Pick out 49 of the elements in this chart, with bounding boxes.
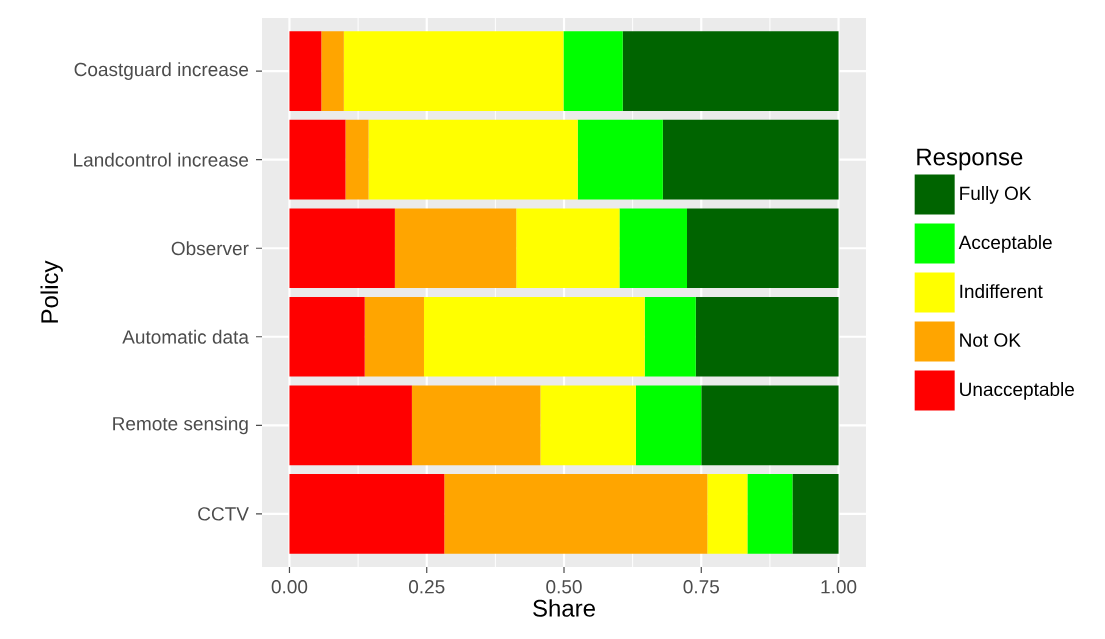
x-axis-title: Share	[533, 599, 595, 617]
bar	[368, 119, 578, 200]
y-tick-label: Observer	[171, 241, 249, 256]
legend-label: Acceptable	[958, 235, 1052, 253]
bar	[516, 208, 620, 289]
x-tick-label: 0.00	[271, 580, 308, 594]
y-tick-label: Coastguard increase	[74, 62, 249, 80]
bar	[289, 31, 322, 111]
bar	[343, 31, 564, 111]
x-tick-label: 0.75	[683, 580, 719, 594]
bar	[444, 474, 708, 554]
bar	[423, 296, 645, 377]
bar	[635, 385, 702, 466]
bar	[394, 208, 517, 289]
bar	[289, 474, 445, 554]
bar	[747, 474, 793, 554]
bar	[619, 208, 687, 289]
y-tick-label: Landcontrol increase	[74, 152, 249, 167]
bar	[577, 119, 663, 200]
legend-label: Unacceptable	[960, 382, 1074, 400]
bar	[540, 385, 636, 466]
bar	[345, 119, 369, 200]
bar	[321, 31, 344, 111]
bar	[289, 296, 365, 377]
y-tick-label: CCTV	[198, 507, 249, 521]
bar	[701, 385, 839, 466]
bar	[687, 208, 839, 289]
y-tick-label: Remote sensing	[113, 416, 248, 435]
bar	[695, 296, 839, 377]
legend-label: Indifferent	[960, 284, 1043, 299]
y-axis-title: Policy	[40, 260, 63, 323]
bar	[792, 474, 839, 554]
bar	[707, 474, 748, 554]
bar	[364, 296, 424, 377]
x-tick-label: 0.50	[546, 580, 582, 594]
bar	[289, 385, 412, 466]
bar	[411, 385, 541, 466]
x-tick-label: 0.25	[408, 580, 445, 594]
bar	[563, 31, 623, 111]
legend-label: Fully OK	[960, 186, 1032, 204]
x-tick-label: 1.00	[821, 580, 857, 594]
bar	[662, 119, 839, 200]
y-tick-label: Automatic data	[122, 329, 249, 344]
bar	[289, 119, 346, 200]
legend-label: Not OK	[960, 333, 1021, 347]
bar	[644, 296, 696, 377]
bar	[289, 208, 395, 289]
bar	[622, 31, 839, 111]
legend-title: Response	[917, 148, 1023, 171]
